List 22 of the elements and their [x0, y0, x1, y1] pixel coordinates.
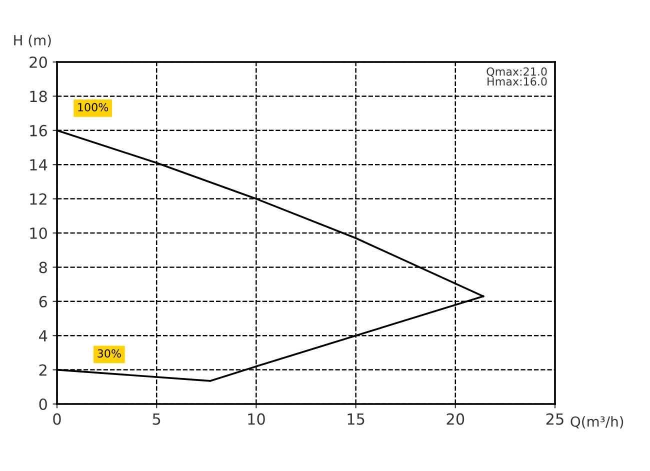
- y-tick-label: 2: [39, 364, 46, 376]
- y-tick-label: 16: [30, 124, 48, 136]
- y-tick-label: 20: [30, 56, 47, 68]
- x-tick-label: 5: [152, 414, 160, 425]
- series-label: 30%: [98, 349, 121, 358]
- x-tick-label: 10: [248, 413, 265, 425]
- x-tick-label: 25: [546, 413, 564, 425]
- annotation: Qmax:21.0 Hmax:16.0: [486, 67, 547, 86]
- y-tick-label: 6: [39, 296, 48, 308]
- y-tick-label: 4: [39, 330, 48, 342]
- y-tick-label: 18: [30, 90, 47, 102]
- y-tick-label: 0: [39, 398, 47, 410]
- x-tick-label: 15: [348, 414, 364, 425]
- y-axis-title: H (m): [14, 34, 51, 48]
- y-tick-label: 12: [30, 193, 46, 205]
- x-tick-label: 0: [53, 413, 61, 425]
- x-tick-label: 20: [446, 413, 464, 425]
- text: 100%: [78, 102, 108, 112]
- y-tick-label: 8: [39, 262, 47, 274]
- x-axis-title: Q(m³/h): [570, 416, 624, 428]
- y-tick-label: 10: [30, 227, 47, 240]
- y-tick-label: 14: [30, 159, 48, 170]
